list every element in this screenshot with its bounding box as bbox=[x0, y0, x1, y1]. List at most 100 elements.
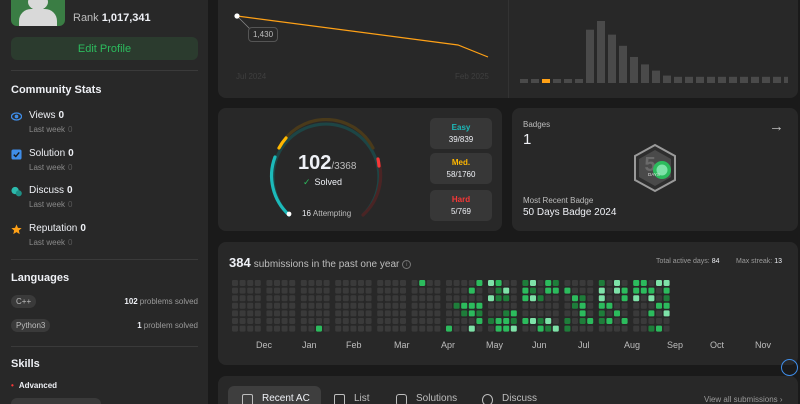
heatmap-cell[interactable] bbox=[606, 318, 613, 324]
heatmap-cell[interactable] bbox=[503, 310, 510, 317]
heatmap-cell[interactable] bbox=[640, 280, 647, 286]
heatmap-cell[interactable] bbox=[537, 295, 544, 302]
heatmap-cell[interactable] bbox=[266, 325, 273, 332]
heatmap-cell[interactable] bbox=[552, 310, 559, 317]
heatmap-cell[interactable] bbox=[308, 325, 315, 332]
heatmap-cell[interactable] bbox=[419, 325, 426, 332]
heatmap-cell[interactable] bbox=[453, 287, 460, 294]
heatmap-cell[interactable] bbox=[461, 302, 468, 309]
heatmap-cell[interactable] bbox=[606, 295, 613, 302]
heatmap-cell[interactable] bbox=[579, 325, 586, 332]
heatmap-cell[interactable] bbox=[495, 280, 502, 286]
heatmap-cell[interactable] bbox=[663, 325, 670, 332]
heatmap-cell[interactable] bbox=[239, 295, 246, 302]
heatmap-cell[interactable] bbox=[552, 287, 559, 294]
heatmap-cell[interactable] bbox=[377, 280, 384, 286]
heatmap-cell[interactable] bbox=[232, 302, 238, 309]
heatmap-cell[interactable] bbox=[663, 295, 670, 302]
heatmap-cell[interactable] bbox=[648, 310, 655, 317]
heatmap-cell[interactable] bbox=[289, 280, 296, 286]
heatmap-cell[interactable] bbox=[552, 295, 559, 302]
heatmap-cell[interactable] bbox=[335, 302, 342, 309]
heatmap-cell[interactable] bbox=[495, 325, 502, 332]
heatmap-cell[interactable] bbox=[281, 280, 288, 286]
heatmap-cell[interactable] bbox=[239, 318, 246, 324]
heatmap-cell[interactable] bbox=[495, 295, 502, 302]
heatmap-cell[interactable] bbox=[411, 295, 418, 302]
heatmap-cell[interactable] bbox=[537, 302, 544, 309]
heatmap-cell[interactable] bbox=[537, 310, 544, 317]
heatmap-cell[interactable] bbox=[384, 310, 391, 317]
heatmap-cell[interactable] bbox=[510, 325, 517, 332]
heatmap-cell[interactable] bbox=[400, 310, 406, 317]
heatmap-cell[interactable] bbox=[308, 280, 315, 286]
heatmap-cell[interactable] bbox=[232, 325, 238, 332]
heatmap-cell[interactable] bbox=[461, 310, 468, 317]
heatmap-cell[interactable] bbox=[335, 325, 342, 332]
heatmap-cell[interactable] bbox=[522, 302, 529, 309]
heatmap-cell[interactable] bbox=[468, 287, 475, 294]
heatmap-cell[interactable] bbox=[434, 295, 441, 302]
heatmap-cell[interactable] bbox=[579, 318, 586, 324]
heatmap-cell[interactable] bbox=[537, 318, 544, 324]
heatmap-cell[interactable] bbox=[495, 310, 502, 317]
heatmap-cell[interactable] bbox=[232, 287, 238, 294]
heatmap-cell[interactable] bbox=[411, 280, 418, 286]
heatmap-cell[interactable] bbox=[358, 287, 364, 294]
heatmap-cell[interactable] bbox=[640, 302, 647, 309]
heatmap-cell[interactable] bbox=[633, 325, 640, 332]
heatmap-cell[interactable] bbox=[358, 295, 364, 302]
heatmap-cell[interactable] bbox=[545, 280, 552, 286]
heatmap-cell[interactable] bbox=[552, 302, 559, 309]
heatmap-cell[interactable] bbox=[564, 318, 571, 324]
heatmap-cell[interactable] bbox=[323, 325, 330, 332]
view-all-submissions-link[interactable]: View all submissions › bbox=[704, 395, 783, 404]
heatmap-cell[interactable] bbox=[572, 310, 578, 317]
heatmap-cell[interactable] bbox=[266, 318, 273, 324]
heatmap-cell[interactable] bbox=[453, 280, 460, 286]
heatmap-cell[interactable] bbox=[614, 325, 620, 332]
heatmap-cell[interactable] bbox=[656, 295, 662, 302]
heatmap-cell[interactable] bbox=[614, 287, 620, 294]
heatmap-cell[interactable] bbox=[587, 295, 594, 302]
heatmap-cell[interactable] bbox=[530, 280, 536, 286]
heatmap-cell[interactable] bbox=[350, 302, 357, 309]
heatmap-cell[interactable] bbox=[564, 287, 571, 294]
heatmap-cell[interactable] bbox=[254, 280, 261, 286]
heatmap-cell[interactable] bbox=[247, 287, 254, 294]
heatmap-cell[interactable] bbox=[468, 325, 475, 332]
heatmap-cell[interactable] bbox=[342, 287, 349, 294]
heatmap-cell[interactable] bbox=[510, 287, 517, 294]
heatmap-cell[interactable] bbox=[503, 318, 510, 324]
heatmap-cell[interactable] bbox=[411, 318, 418, 324]
heatmap-cell[interactable] bbox=[453, 302, 460, 309]
heatmap-cell[interactable] bbox=[663, 302, 670, 309]
heatmap-cell[interactable] bbox=[545, 325, 552, 332]
heatmap-cell[interactable] bbox=[598, 318, 605, 324]
heatmap-cell[interactable] bbox=[377, 318, 384, 324]
heatmap-cell[interactable] bbox=[274, 280, 280, 286]
heatmap-cell[interactable] bbox=[335, 318, 342, 324]
heatmap-cell[interactable] bbox=[503, 287, 510, 294]
heatmap-cell[interactable] bbox=[587, 280, 594, 286]
heatmap-cell[interactable] bbox=[316, 287, 322, 294]
heatmap-cell[interactable] bbox=[446, 325, 452, 332]
heatmap-cell[interactable] bbox=[564, 295, 571, 302]
heatmap-cell[interactable] bbox=[648, 295, 655, 302]
heatmap-cell[interactable] bbox=[648, 287, 655, 294]
heatmap-cell[interactable] bbox=[377, 325, 384, 332]
heatmap-cell[interactable] bbox=[663, 318, 670, 324]
heatmap-cell[interactable] bbox=[633, 318, 640, 324]
heatmap-cell[interactable] bbox=[274, 318, 280, 324]
heatmap-cell[interactable] bbox=[411, 302, 418, 309]
heatmap-cell[interactable] bbox=[552, 325, 559, 332]
heatmap-cell[interactable] bbox=[434, 302, 441, 309]
heatmap-cell[interactable] bbox=[530, 295, 536, 302]
heatmap-cell[interactable] bbox=[377, 310, 384, 317]
heatmap-cell[interactable] bbox=[476, 302, 483, 309]
heatmap-cell[interactable] bbox=[476, 287, 483, 294]
heatmap-cell[interactable] bbox=[587, 325, 594, 332]
heatmap-cell[interactable] bbox=[446, 287, 452, 294]
heatmap-cell[interactable] bbox=[606, 325, 613, 332]
heatmap-cell[interactable] bbox=[656, 302, 662, 309]
